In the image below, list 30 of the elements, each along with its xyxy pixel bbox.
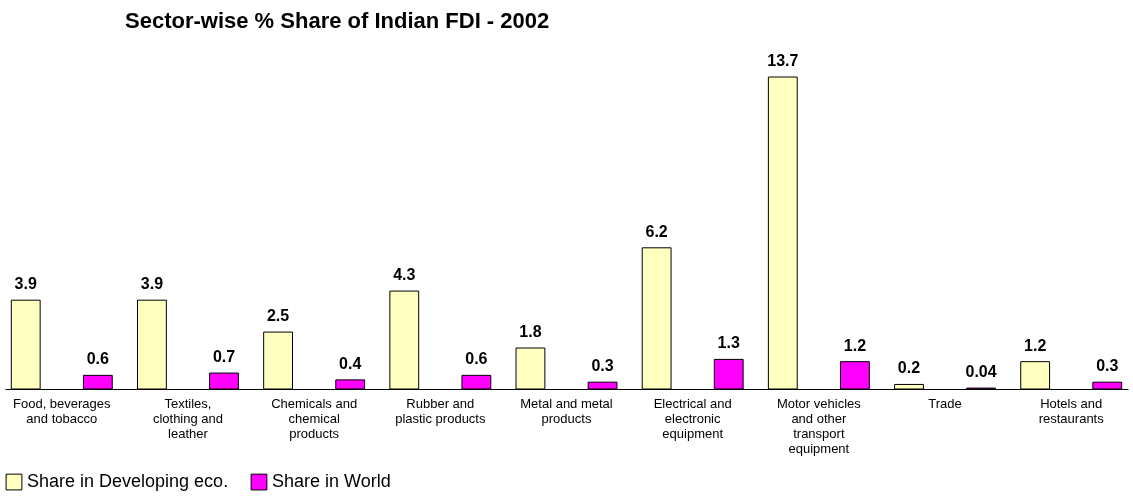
data-label: 0.3 bbox=[591, 357, 614, 375]
legend-label: Share in World bbox=[272, 471, 391, 492]
chart-title: Sector-wise % Share of Indian FDI - 2002 bbox=[125, 8, 550, 33]
data-label: 1.3 bbox=[717, 334, 740, 352]
data-label: 0.4 bbox=[339, 354, 362, 372]
data-label: 1.2 bbox=[1024, 336, 1047, 354]
data-label: 0.6 bbox=[465, 350, 488, 368]
legend-label: Share in Developing eco. bbox=[27, 471, 229, 492]
x-tick-label: Food, beverages and tobacco bbox=[12, 395, 112, 426]
data-label: 2.5 bbox=[266, 307, 290, 325]
x-tick-label: Motor vehicles and other transport equipment bbox=[776, 395, 862, 456]
data-label: 13.7 bbox=[767, 52, 799, 69]
data-label: 0.2 bbox=[897, 359, 921, 377]
data-label: 4.3 bbox=[393, 266, 416, 284]
data-label: 3.9 bbox=[14, 275, 37, 293]
x-tick-label: Textiles, clothing and leather bbox=[152, 395, 224, 441]
x-tick-label: Hotels and restaurants bbox=[1038, 395, 1105, 426]
x-tick-label: Rubber and plastic products bbox=[395, 395, 486, 426]
data-label: 0.04 bbox=[965, 363, 997, 381]
x-tick-label: Metal and metal products bbox=[520, 395, 613, 426]
data-label: 1.8 bbox=[519, 323, 542, 341]
x-tick-label: Electrical and electronic equipment bbox=[653, 395, 732, 441]
data-label: 0.3 bbox=[1096, 357, 1119, 375]
x-tick-label: Chemicals and chemical products bbox=[271, 395, 358, 441]
data-label: 1.2 bbox=[843, 336, 867, 354]
data-label: 0.7 bbox=[212, 348, 236, 366]
data-label: 6.2 bbox=[645, 222, 668, 240]
data-label: 0.6 bbox=[86, 350, 110, 368]
data-label: 3.9 bbox=[140, 275, 164, 293]
x-tick-label: Trade bbox=[928, 395, 962, 411]
